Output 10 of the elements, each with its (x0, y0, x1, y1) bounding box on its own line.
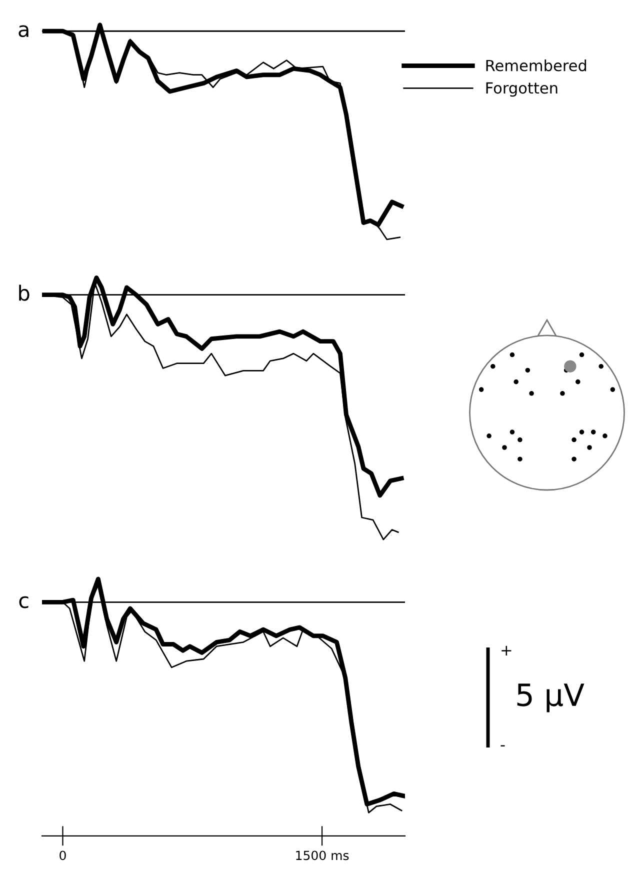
text: 5 µV (517, 684, 584, 712)
chart-title: b (19, 284, 30, 301)
x-tick-label: 0 (60, 850, 66, 860)
chart-title: a (18, 25, 28, 38)
legend-label: Remembered (486, 59, 586, 72)
text: - (500, 745, 505, 746)
text: c (19, 596, 28, 608)
text: + (502, 646, 512, 656)
x-tick-label: 1500 ms (296, 850, 349, 860)
legend-label: Forgotten (486, 82, 558, 97)
